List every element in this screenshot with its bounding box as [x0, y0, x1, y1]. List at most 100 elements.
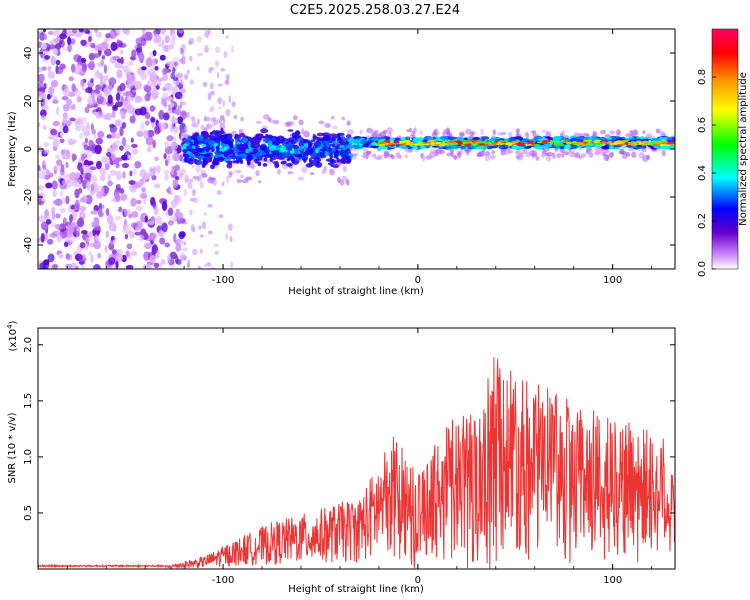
spectrogram-cell — [185, 137, 193, 142]
spectrogram-cell — [339, 179, 345, 186]
spectrogram-cell — [79, 166, 83, 175]
spectrogram-cell — [635, 140, 642, 143]
y-tick-label: 1.5 — [23, 393, 34, 409]
spectrogram-cell — [359, 139, 367, 145]
spectrogram-cell — [66, 99, 73, 106]
spectrogram-cell — [38, 73, 45, 83]
spectrogram-cell — [111, 109, 116, 119]
spectrogram-cell — [110, 235, 115, 241]
spectrogram-cell — [106, 151, 112, 158]
spectrogram-cell — [186, 145, 190, 151]
spectrogram-cell — [111, 249, 117, 255]
spectrogram-cell — [246, 154, 254, 161]
spectrogram-cell — [179, 58, 183, 63]
spectrogram-cell — [154, 183, 161, 189]
spectrogram-cell — [145, 136, 154, 146]
spectrogram-cell — [73, 225, 81, 235]
spectrogram-cell — [231, 46, 234, 53]
spectrogram-cell — [160, 29, 166, 36]
spectrogram-cell — [131, 49, 137, 58]
spectrogram-cell — [51, 206, 56, 216]
spectrogram-cell — [144, 111, 151, 120]
spectrogram-cell — [90, 210, 99, 215]
spectrogram-cell — [178, 217, 183, 224]
spectrogram-cell — [67, 254, 73, 261]
spectrogram-cell — [84, 172, 92, 180]
spectrogram-cell — [122, 92, 130, 97]
spectrogram-cell — [209, 131, 214, 135]
spectrogram-cell — [80, 209, 85, 218]
spectrogram-cell — [197, 53, 203, 57]
spectrogram-cell — [452, 145, 460, 149]
spectrogram-cell — [346, 156, 351, 162]
spectrogram-cell — [586, 147, 591, 153]
spectrogram-cell — [70, 222, 75, 233]
spectrogram-cell — [90, 42, 96, 49]
spectrogram-cell — [419, 145, 426, 150]
spectrogram-cell — [182, 247, 188, 252]
spectrogram-cell — [140, 72, 148, 81]
spectrogram-cell — [187, 159, 194, 165]
spectrogram-cell — [665, 144, 670, 147]
y-tick-label: 20 — [23, 95, 34, 108]
spectrogram-cell — [564, 137, 570, 141]
spectrogram-cell — [370, 138, 381, 141]
spectrogram-cell — [79, 197, 86, 203]
spectrogram-cell — [492, 129, 496, 136]
snr-panel: -100 0 100 0.5 1.0 1.5 2.0 Height of straight… — [6, 320, 676, 595]
spectrogram-cell — [263, 157, 268, 162]
spectrogram-cell — [84, 106, 90, 114]
spectrogram-cell — [91, 92, 98, 97]
spectrogram-cell — [297, 176, 305, 181]
spectrogram-cell — [464, 148, 470, 154]
spectrogram-cell — [104, 163, 110, 171]
spectrogram-cell — [110, 152, 116, 161]
spectrogram-cell — [529, 149, 536, 156]
spectrogram-cell — [69, 171, 77, 181]
spectrogram-cell — [137, 43, 143, 53]
spectrogram-cell — [214, 60, 220, 68]
spectrogram-cell — [651, 144, 660, 147]
spectrogram-cell — [134, 80, 142, 90]
spectrogram-cell — [41, 66, 47, 71]
colorbar-label: Normalized spectral amplitude — [738, 72, 749, 226]
spectrogram-cell — [368, 129, 376, 134]
spectrogram-cell — [542, 143, 552, 149]
spectrogram-cell — [298, 119, 304, 126]
spectrogram-cell — [509, 141, 517, 144]
spectrogram-cell — [55, 29, 61, 33]
spectrogram-cell — [220, 68, 226, 72]
spectrogram-cell — [130, 222, 138, 228]
colorbar-tick-label: 0.0 — [697, 261, 708, 277]
spectrogram-cell — [429, 151, 436, 159]
spectrogram-cell — [145, 57, 153, 68]
spectrogram-cell — [449, 136, 458, 140]
spectrogram-cell — [65, 195, 70, 205]
spectrogram-cell — [340, 150, 346, 157]
spectrogram-cell — [461, 139, 469, 143]
spectrogram-cell — [114, 215, 122, 221]
spectrogram-x-label: Height of straight line (km) — [288, 286, 424, 297]
spectrogram-cell — [308, 142, 313, 147]
spectrogram-cell — [150, 106, 157, 111]
spectrogram-cell — [203, 116, 211, 122]
spectrogram-cell — [115, 101, 123, 108]
spectrogram-cell — [38, 87, 45, 92]
spectrogram-cell — [625, 133, 632, 138]
spectrogram-cell — [179, 252, 186, 261]
spectrogram-cell — [226, 162, 233, 169]
spectrogram-cell — [108, 257, 116, 265]
spectrogram-cell — [169, 102, 175, 108]
spectrogram-cell — [619, 148, 625, 155]
spectrogram-cell — [342, 146, 347, 151]
spectrogram-cell — [464, 144, 469, 147]
spectrogram-cell — [239, 159, 244, 165]
spectrogram-cell — [434, 149, 439, 157]
spectrogram-cell — [196, 65, 200, 71]
spectrogram-cell — [200, 234, 204, 238]
spectrogram-cell — [163, 169, 169, 175]
spectrogram-cell — [336, 157, 340, 163]
spectrogram-cell — [115, 92, 121, 102]
spectrogram-cell — [205, 146, 210, 153]
spectrogram-cell — [47, 71, 56, 80]
